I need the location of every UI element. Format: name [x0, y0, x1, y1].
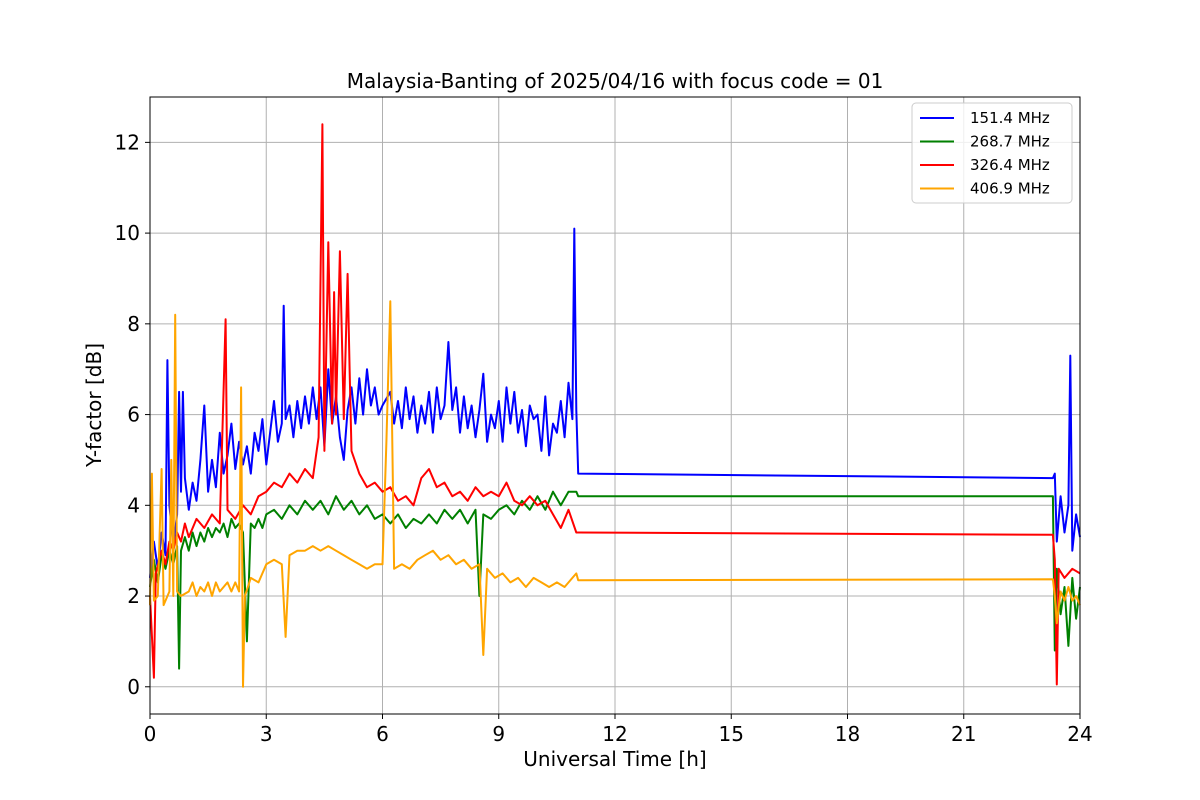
series-line-2 [149, 123, 1081, 686]
plot-area [149, 123, 1081, 688]
y-tick-label: 12 [115, 130, 140, 154]
x-tick-label: 21 [951, 722, 976, 746]
y-tick-label: 0 [127, 675, 140, 699]
legend-label-3: 406.9 MHz [970, 180, 1050, 198]
y-tick-label: 8 [127, 312, 140, 336]
legend-label-2: 326.4 MHz [970, 156, 1050, 174]
x-tick-label: 24 [1067, 722, 1092, 746]
y-tick-label: 2 [127, 584, 140, 608]
y-tick-label: 4 [127, 493, 140, 517]
y-axis-label: Y-factor [dB] [82, 343, 106, 468]
chart-title: Malaysia-Banting of 2025/04/16 with focu… [347, 69, 884, 93]
y-tick-label: 6 [127, 403, 140, 427]
x-tick-label: 12 [602, 722, 627, 746]
x-tick-label: 18 [835, 722, 860, 746]
legend-label-0: 151.4 MHz [970, 109, 1050, 127]
x-tick-label: 9 [492, 722, 505, 746]
series-line-0 [149, 227, 1081, 579]
x-tick-label: 15 [719, 722, 744, 746]
series-line-3 [149, 300, 1081, 688]
legend: 151.4 MHz 268.7 MHz 326.4 MHz 406.9 MHz [911, 102, 1073, 204]
x-tick-label: 0 [144, 722, 157, 746]
legend-box [911, 102, 1073, 204]
x-axis-label: Universal Time [h] [523, 747, 706, 771]
legend-label-1: 268.7 MHz [970, 133, 1050, 151]
x-tick-label: 6 [376, 722, 389, 746]
y-tick-label: 10 [115, 221, 140, 245]
x-tick-label: 3 [260, 722, 273, 746]
